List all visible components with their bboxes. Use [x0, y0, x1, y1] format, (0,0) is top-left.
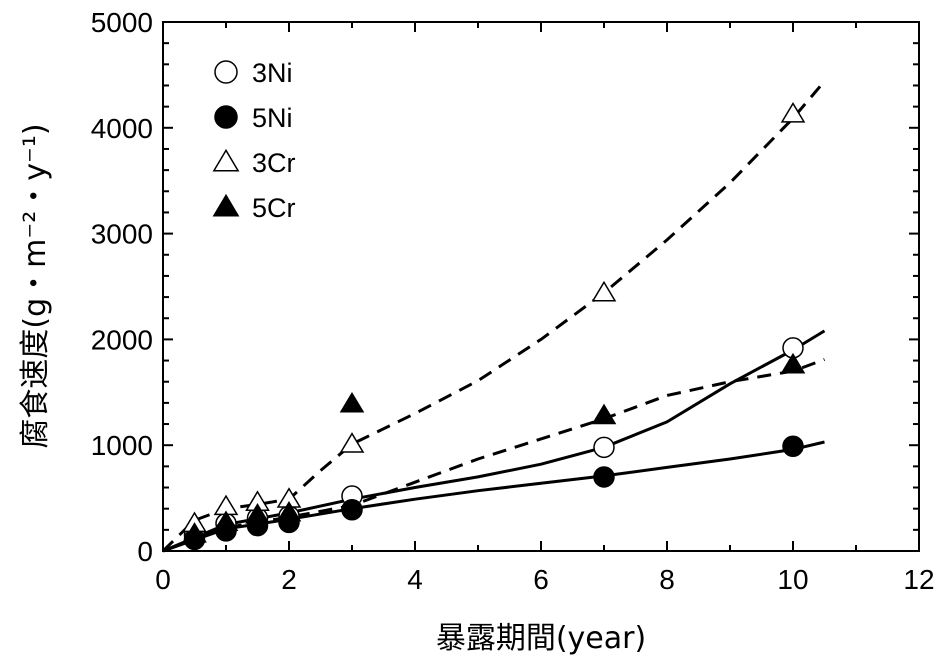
x-tick-label: 4 — [407, 564, 423, 595]
x-tick-labels: 0 2 4 6 8 10 12 — [155, 564, 934, 595]
legend-marker-5cr — [212, 193, 240, 217]
legend-marker-3cr — [212, 148, 240, 172]
marker-5cr — [591, 403, 617, 425]
legend-label-3cr: 3Cr — [252, 148, 296, 178]
marker-5ni — [341, 498, 363, 521]
plot-frame — [162, 21, 920, 552]
y-tick-labels: 0 1000 2000 3000 4000 5000 — [91, 7, 153, 567]
y-tick-label: 2000 — [91, 324, 153, 355]
marker-5cr — [339, 391, 365, 413]
data-markers — [182, 102, 806, 551]
marker-5cr — [780, 352, 806, 374]
legend: 3Ni 5Ni 3Cr 5Cr — [212, 58, 296, 223]
y-tick-label: 0 — [137, 536, 153, 567]
marker-5cr — [276, 500, 302, 522]
x-tick-label: 8 — [659, 564, 675, 595]
marker-5cr — [182, 522, 207, 543]
y-tick-label: 1000 — [91, 430, 153, 461]
x-axis-title: 暴露期間(year) — [436, 621, 646, 656]
marker-5cr — [245, 503, 270, 524]
legend-label-5cr: 5Cr — [252, 193, 296, 223]
marker-3cr — [591, 280, 617, 302]
x-tick-label: 0 — [155, 564, 171, 595]
x-tick-label: 10 — [777, 564, 808, 595]
y-tick-label: 5000 — [91, 7, 153, 38]
marker-5ni — [782, 435, 804, 458]
legend-label-5ni: 5Ni — [252, 103, 293, 133]
legend-marker-5ni — [214, 105, 238, 129]
y-axis-title: 腐食速度(g・m⁻²・y⁻¹) — [18, 123, 53, 448]
marker-5cr — [213, 510, 239, 532]
marker-5ni — [593, 466, 615, 488]
marker-3ni — [593, 436, 615, 459]
marker-3cr — [780, 102, 806, 123]
x-tick-label: 6 — [533, 564, 549, 595]
axis-ticks — [162, 21, 920, 552]
legend-marker-3ni — [214, 60, 238, 84]
x-tick-label: 2 — [281, 564, 297, 595]
y-tick-label: 3000 — [91, 219, 153, 250]
legend-label-3ni: 3Ni — [252, 58, 293, 88]
x-tick-label: 12 — [903, 564, 934, 595]
y-tick-label: 4000 — [91, 113, 153, 144]
marker-3cr — [339, 432, 365, 453]
